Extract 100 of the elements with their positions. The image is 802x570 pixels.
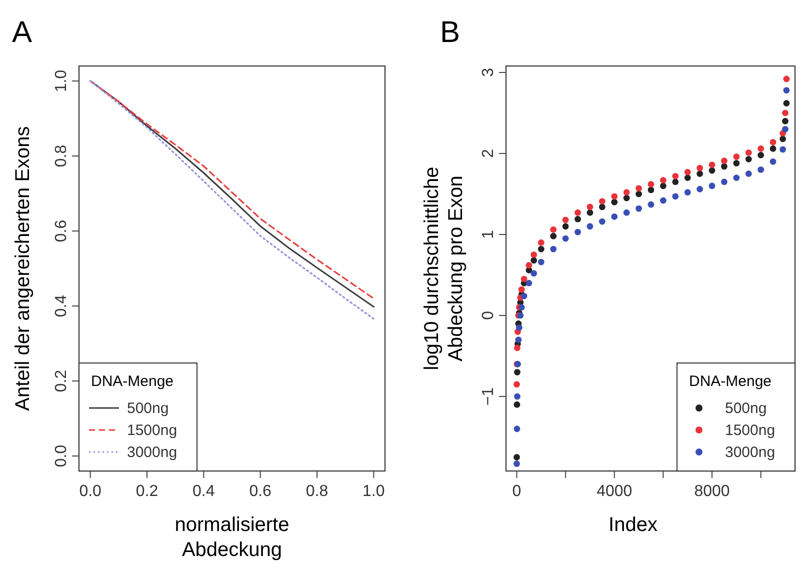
point <box>733 154 740 160</box>
point <box>684 174 691 181</box>
point <box>518 286 525 293</box>
y-tick-label: 2 <box>480 148 497 158</box>
point <box>758 166 764 173</box>
point <box>574 209 581 216</box>
point <box>550 226 557 233</box>
point <box>530 257 538 264</box>
point <box>672 178 679 186</box>
point <box>672 193 679 200</box>
point <box>526 280 532 286</box>
point <box>538 258 544 266</box>
y-tick-label: −1 <box>480 387 497 406</box>
point <box>518 304 525 311</box>
point <box>770 145 776 152</box>
x-tick-label: 0.4 <box>192 483 215 500</box>
point <box>770 138 776 146</box>
point <box>526 262 532 268</box>
point <box>623 209 630 216</box>
point <box>538 239 544 246</box>
y-tick-label: 1.0 <box>53 70 70 92</box>
point <box>733 174 740 181</box>
point <box>648 201 654 208</box>
x-tick-label: 0.6 <box>249 483 272 500</box>
point <box>611 213 618 220</box>
point <box>562 235 569 242</box>
point <box>598 218 606 225</box>
y-tick-label: 3 <box>480 68 497 77</box>
point <box>574 216 581 222</box>
point <box>708 182 716 190</box>
point <box>520 276 528 282</box>
point <box>733 160 740 166</box>
point <box>562 223 569 230</box>
point <box>721 163 728 170</box>
point <box>598 204 606 210</box>
point <box>611 193 618 200</box>
point <box>586 209 594 216</box>
point <box>696 164 704 172</box>
point <box>782 110 788 116</box>
point <box>562 216 569 224</box>
point <box>782 126 788 132</box>
point <box>514 460 520 467</box>
x-tick-label: 1.0 <box>362 483 385 500</box>
point <box>636 185 642 192</box>
y-tick-label: 0.4 <box>53 294 70 318</box>
point <box>648 181 654 188</box>
point <box>648 186 654 194</box>
x-tick-label: 8000 <box>694 483 730 500</box>
point <box>515 336 522 343</box>
point <box>520 292 528 300</box>
point <box>758 145 764 152</box>
y-tick-label: 0 <box>480 310 497 320</box>
x-axis-title: Index <box>608 514 658 536</box>
y-tick-label: 0.2 <box>53 370 70 392</box>
y-axis-title: Anteil der angereicherten Exons <box>12 126 34 411</box>
legend-label: 1500ng <box>127 422 178 439</box>
point <box>514 393 520 400</box>
point <box>783 76 790 82</box>
point <box>514 454 520 460</box>
point <box>660 197 666 204</box>
legend-label: 500ng <box>725 400 767 417</box>
point <box>550 246 557 252</box>
point <box>514 401 520 408</box>
point <box>636 205 642 212</box>
legend-label: 1500ng <box>725 422 776 439</box>
y-axis-title: log10 durchschnittliche Abdeckung pro Exon <box>421 166 467 370</box>
point <box>660 182 666 190</box>
point <box>574 228 581 236</box>
point <box>598 198 606 204</box>
y-tick-label: 0.0 <box>53 444 70 468</box>
point <box>586 204 594 210</box>
point <box>514 368 520 376</box>
point <box>538 246 544 252</box>
x-tick-label: 0.0 <box>79 483 102 500</box>
point <box>530 270 538 277</box>
legend-title: DNA-Menge <box>91 373 174 390</box>
point <box>684 189 691 196</box>
point <box>745 149 752 156</box>
point <box>780 136 786 142</box>
point <box>721 158 728 164</box>
point <box>783 87 790 94</box>
point <box>586 223 594 230</box>
point <box>780 146 786 153</box>
y-tick-label: 0.8 <box>53 144 70 168</box>
point <box>623 189 630 196</box>
point <box>696 186 704 192</box>
chart-title: B <box>440 16 460 49</box>
point <box>745 156 752 162</box>
chart-title: A <box>12 16 32 49</box>
point <box>721 178 728 186</box>
x-tick-label: 0 <box>512 483 522 500</box>
legend-label: 500ng <box>127 400 169 417</box>
point <box>672 172 679 180</box>
x-tick-label: 0.2 <box>136 483 158 500</box>
point <box>516 324 522 331</box>
point <box>708 167 716 174</box>
point <box>514 344 520 352</box>
point <box>514 381 520 388</box>
point <box>783 100 790 106</box>
point <box>696 170 704 177</box>
